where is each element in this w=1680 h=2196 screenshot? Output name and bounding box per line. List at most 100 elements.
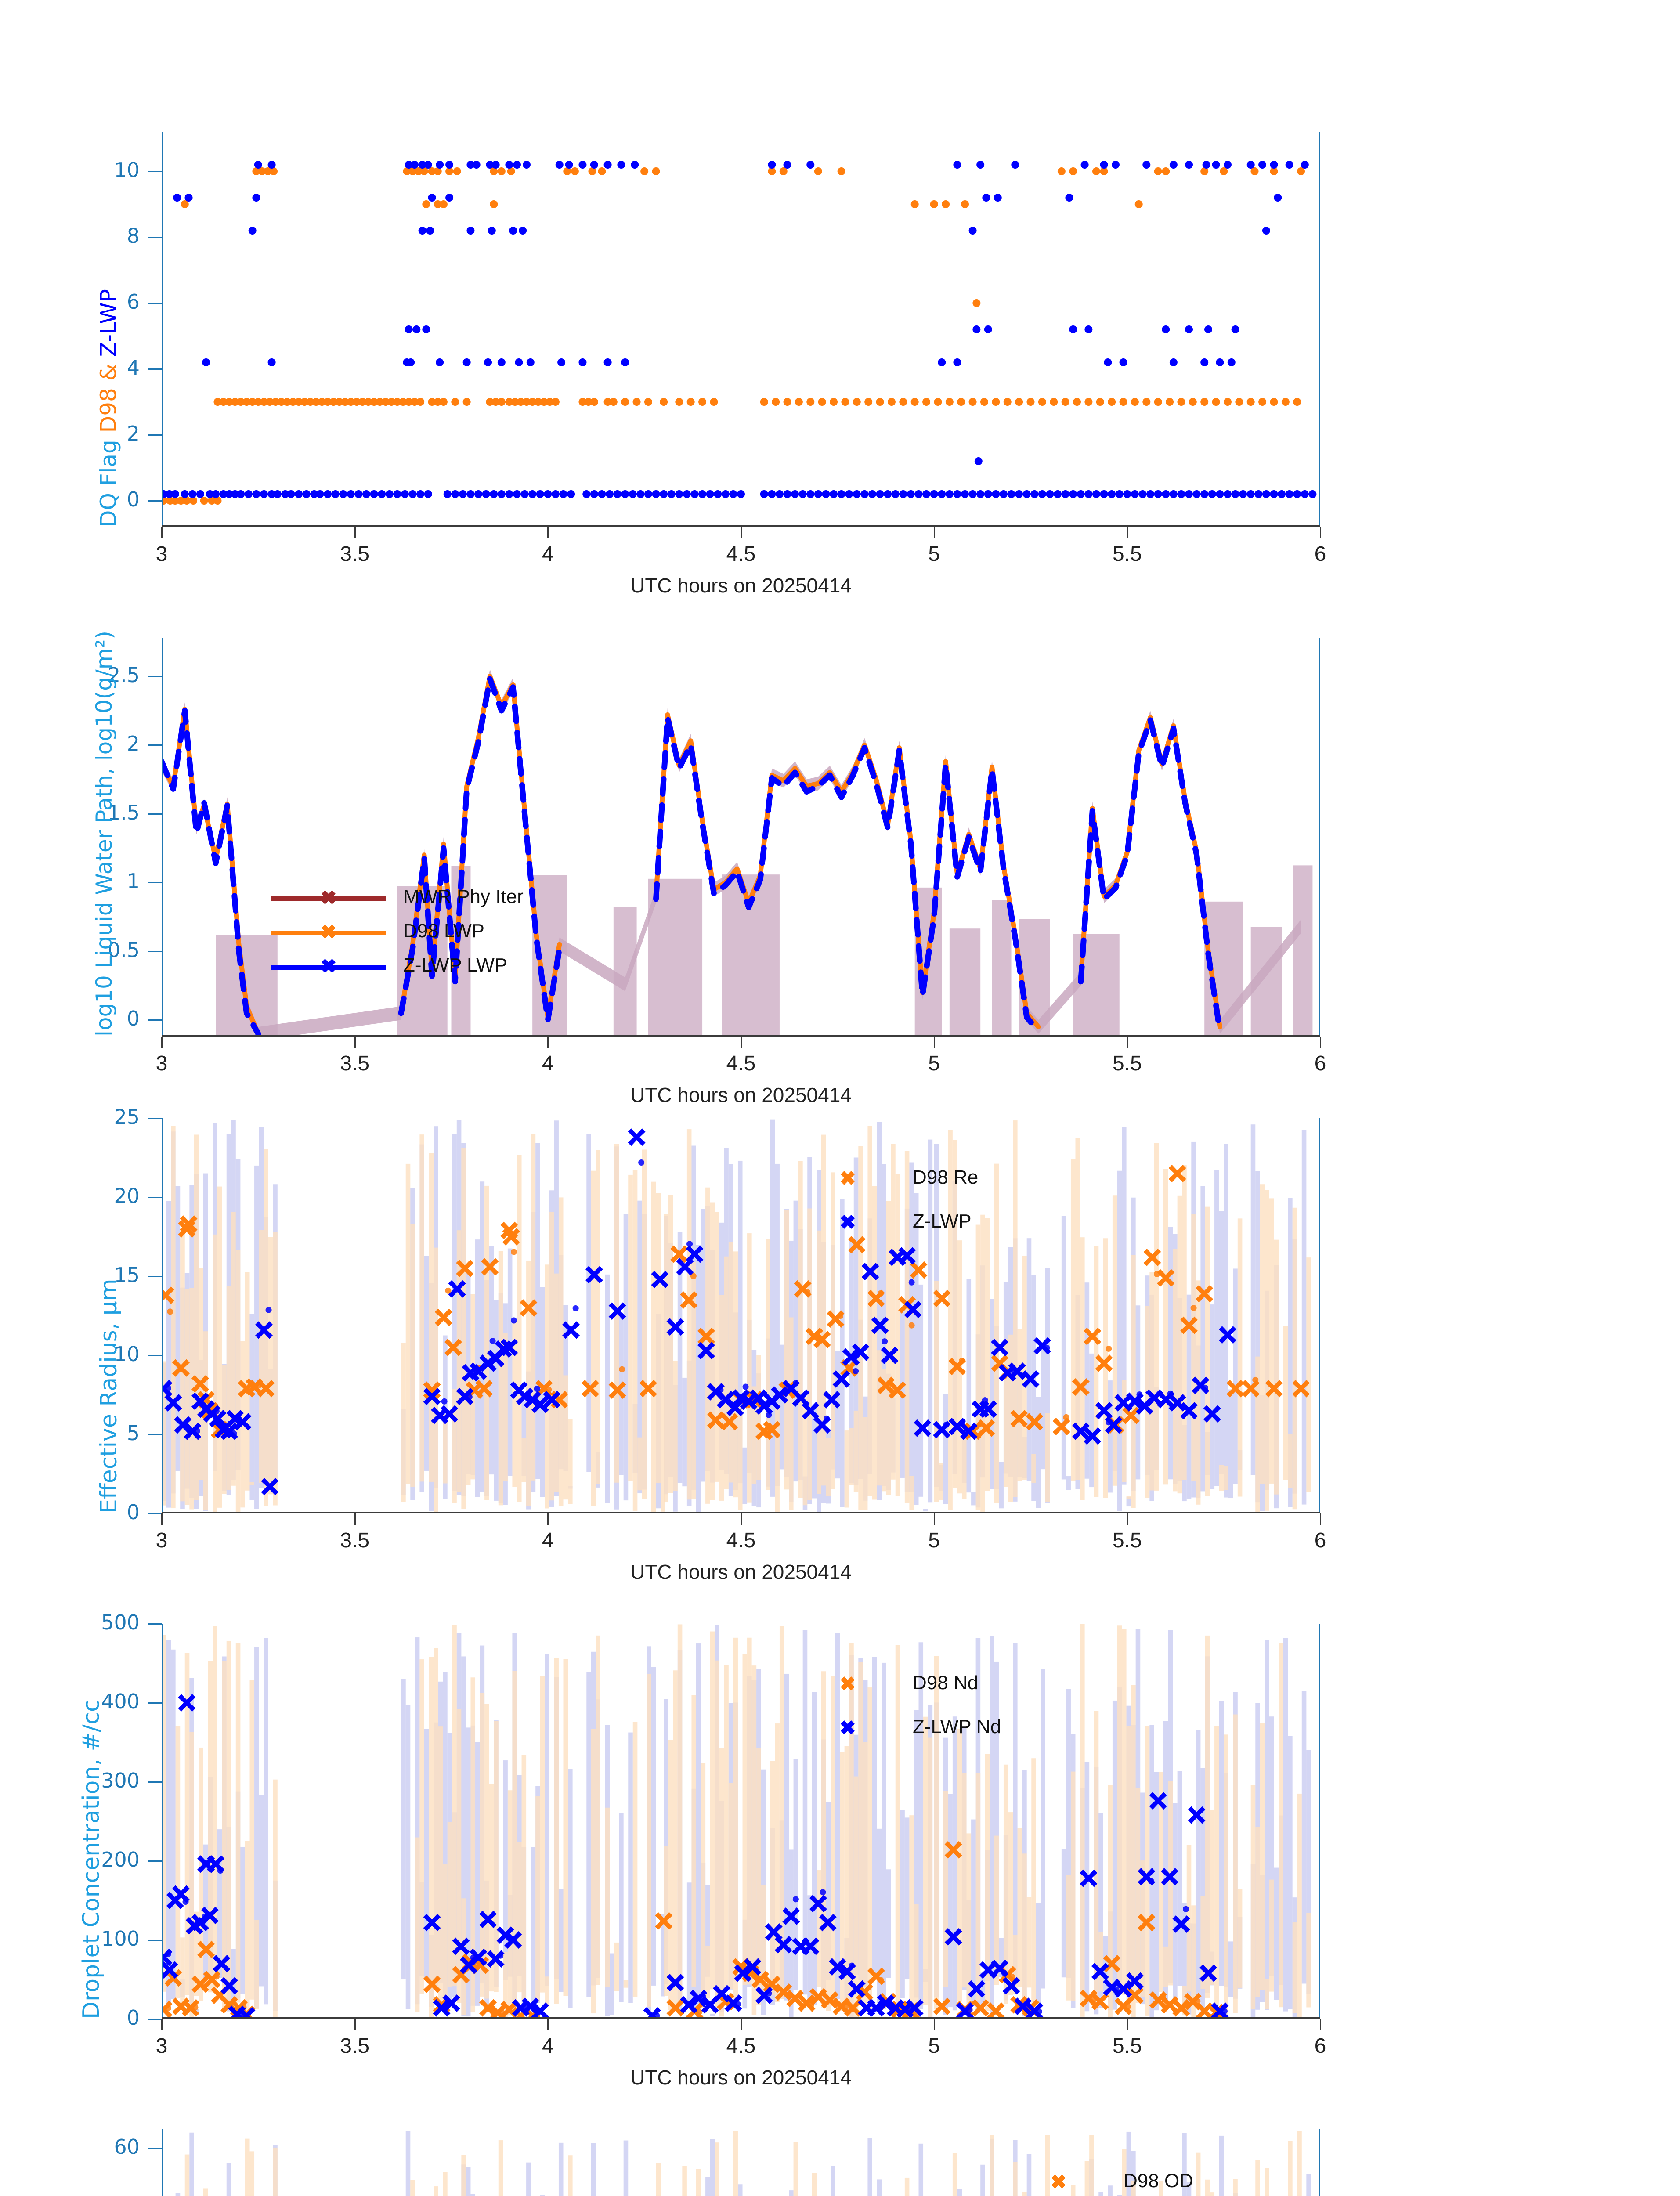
panel-lwp-xtick-label: 4 xyxy=(542,1052,554,1075)
panel-dq-flag-ytick-label: 6 xyxy=(126,290,140,314)
panel-reff-right-spine xyxy=(1319,1118,1320,1513)
panel-reff-xtick-label: 6 xyxy=(1314,1529,1326,1552)
panel-lwp-xtick-label: 5 xyxy=(928,1052,940,1075)
panel-reff-xtick xyxy=(1127,1513,1128,1525)
panel-dq-flag-ytick xyxy=(148,434,162,436)
panel-nd-uncertainty-bands xyxy=(162,1624,1311,2019)
panel-dq-flag-xtick xyxy=(1320,527,1321,538)
panel-lwp-ytick-label: 0.5 xyxy=(107,938,140,962)
panel-lwp-xtick-label: 3.5 xyxy=(340,1052,370,1075)
legend-x-marker xyxy=(838,1718,857,1737)
panel-reff-ytick-label: 25 xyxy=(114,1105,140,1129)
panel-lwp-ytick-label: 2 xyxy=(126,732,140,756)
panel-lwp-x-axis-spine xyxy=(162,1035,1320,1037)
panel-dq-flag-ytick xyxy=(148,237,162,238)
panel-nd-xtick-label: 4.5 xyxy=(726,2034,756,2058)
legend-label: D98 Nd xyxy=(913,1672,979,1694)
legend-label: MWR Phy Iter xyxy=(403,885,524,907)
legend-label: Z-LWP Nd xyxy=(913,1716,1001,1737)
panel-nd-ytick xyxy=(148,1940,162,1941)
panel-reff-ytick-label: 0 xyxy=(126,1500,140,1524)
panel-lwp-plot-area[interactable] xyxy=(162,638,1320,1037)
panel-nd-y-axis-spine xyxy=(162,1624,163,2019)
panel-nd-xtick-label: 4 xyxy=(542,2034,554,2058)
panel-reff-ytick xyxy=(148,1118,162,1119)
panel-nd-ytick xyxy=(148,1702,162,1704)
panel-dq-flag-plot-area[interactable] xyxy=(162,132,1320,527)
panel-dq-flag-xtick-label: 6 xyxy=(1314,542,1326,566)
panel-lwp-ytick-label: 1.5 xyxy=(107,800,140,824)
panel-nd-xtick xyxy=(354,2019,356,2030)
panel-nd-xlabel: UTC hours on 20250414 xyxy=(630,2066,852,2089)
panel-nd-plot-area[interactable] xyxy=(162,1624,1320,2019)
panel-nd-xtick xyxy=(933,2019,935,2030)
panel-od-ytick-label: 60 xyxy=(114,2135,140,2159)
panel-od-uncertainty-bands xyxy=(175,2131,1311,2196)
legend-x-marker xyxy=(1049,2172,1068,2191)
panel-dq-flag-xtick xyxy=(547,527,549,538)
panel-reff-ytick xyxy=(148,1513,162,1514)
panel-lwp-ytick xyxy=(148,675,162,677)
panel-nd-ytick xyxy=(148,1781,162,1783)
panel-reff-xtick xyxy=(161,1513,163,1525)
panel-dq-flag-x-axis-spine xyxy=(162,525,1320,527)
panel-reff-ytick xyxy=(148,1434,162,1435)
panel-reff-xtick-label: 5 xyxy=(928,1529,940,1552)
panel-dq-flag-data-marks xyxy=(162,161,1317,505)
panel-nd-ytick xyxy=(148,1623,162,1625)
panel-reff-ytick-label: 5 xyxy=(126,1421,140,1445)
panel-reff-y-axis-spine xyxy=(162,1118,163,1513)
panel-lwp-ytick xyxy=(148,813,162,815)
panel-nd-xtick xyxy=(161,2019,163,2030)
panel-lwp-ytick-label: 1 xyxy=(126,869,140,893)
panel-nd-ytick xyxy=(148,1860,162,1862)
panel-reff-xtick xyxy=(547,1513,549,1525)
panel-reff-x-axis-spine xyxy=(162,1512,1320,1513)
panel-dq-flag-xtick-label: 3 xyxy=(155,542,168,566)
panel-reff-plot-area[interactable] xyxy=(162,1118,1320,1513)
panel-dq-flag-ytick-label: 0 xyxy=(126,488,140,511)
panel-reff-xtick xyxy=(1320,1513,1321,1525)
panel-nd-xtick-label: 5 xyxy=(928,2034,940,2058)
panel-lwp-xtick xyxy=(741,1037,742,1048)
legend-x-marker xyxy=(319,888,338,907)
legend-x-marker xyxy=(838,1168,857,1188)
panel-dq-flag-right-spine xyxy=(1319,132,1320,527)
legend-label: Z-LWP xyxy=(913,1210,972,1232)
panel-dq-flag-xtick-label: 4 xyxy=(542,542,554,566)
panel-reff-xtick-label: 4.5 xyxy=(726,1529,756,1552)
panel-nd-xtick xyxy=(547,2019,549,2030)
legend-x-marker xyxy=(838,1674,857,1693)
panel-reff-ytick-label: 20 xyxy=(114,1184,140,1208)
panel-od-ytick xyxy=(148,2148,162,2149)
panel-dq-flag-xtick xyxy=(741,527,742,538)
panel-lwp-xtick xyxy=(161,1037,163,1048)
panel-lwp-ytick xyxy=(148,882,162,884)
panel-reff-ytick-label: 15 xyxy=(114,1263,140,1287)
panel-lwp-xtick xyxy=(354,1037,356,1048)
panel-dq-flag-xtick-label: 3.5 xyxy=(340,542,370,566)
panel-dq-flag-ytick-label: 4 xyxy=(126,356,140,379)
panel-od-right-spine xyxy=(1319,2129,1320,2196)
panel-lwp-xtick xyxy=(1127,1037,1128,1048)
legend-label: D98 Re xyxy=(913,1167,979,1188)
panel-reff-ytick xyxy=(148,1197,162,1198)
panel-lwp-ytick-label: 0 xyxy=(126,1007,140,1031)
panel-lwp-right-spine xyxy=(1319,638,1320,1037)
panel-nd-x-axis-spine xyxy=(162,2017,1320,2019)
panel-dq-flag-ytick xyxy=(148,368,162,370)
panel-reff-xlabel: UTC hours on 20250414 xyxy=(630,1560,852,1583)
panel-dq-flag-ytick-label: 8 xyxy=(126,224,140,248)
panel-nd-ytick-label: 100 xyxy=(101,1927,140,1950)
panel-reff-xtick-label: 4 xyxy=(542,1529,554,1552)
panel-od-plot-area[interactable] xyxy=(162,2129,1320,2196)
legend-label: D98 OD xyxy=(1124,2170,1193,2192)
panel-nd-ytick-label: 500 xyxy=(101,1611,140,1634)
panel-lwp-ytick-label: 2.5 xyxy=(107,663,140,687)
panel-nd-right-spine xyxy=(1319,1624,1320,2019)
panel-reff-xtick-label: 3 xyxy=(155,1529,168,1552)
panel-nd-xtick-label: 3.5 xyxy=(340,2034,370,2058)
